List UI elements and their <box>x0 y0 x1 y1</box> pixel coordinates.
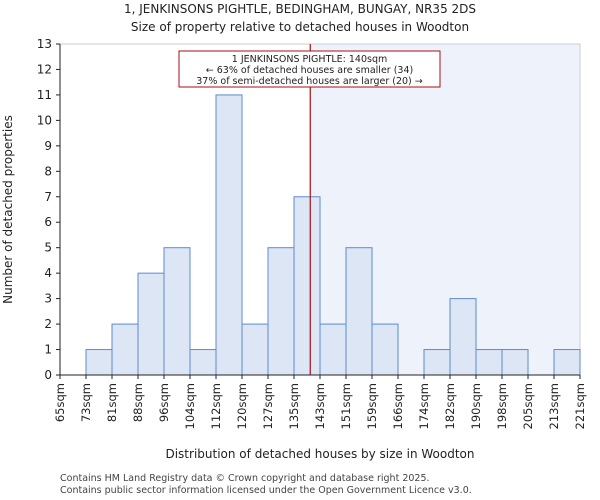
histogram-bar <box>449 298 477 376</box>
histogram-bar <box>501 349 529 376</box>
x-tick-label: 104sqm <box>183 383 197 429</box>
x-tick-label: 88sqm <box>131 383 145 422</box>
x-tick-label: 198sqm <box>495 383 509 429</box>
chart-subtitle: Size of property relative to detached ho… <box>130 20 470 34</box>
histogram-bar <box>163 247 191 376</box>
y-tick-label: 13 <box>37 37 52 51</box>
x-tick-label: 151sqm <box>339 383 353 429</box>
footer-licence: Contains public sector information licen… <box>60 485 472 496</box>
y-tick-label: 2 <box>44 317 52 331</box>
x-tick-label: 190sqm <box>469 383 483 429</box>
y-axis-label: Number of detached properties <box>1 115 15 304</box>
x-tick-label: 182sqm <box>443 383 457 429</box>
annotation-line-1: 1 JENKINSONS PIGHTLE: 140sqm <box>232 54 388 65</box>
y-tick-label: 12 <box>37 62 52 76</box>
x-tick-label: 81sqm <box>105 383 119 422</box>
x-tick-label: 127sqm <box>261 383 275 429</box>
x-tick-label: 221sqm <box>573 383 587 429</box>
histogram-bar <box>137 272 165 376</box>
histogram-bar <box>215 94 243 376</box>
y-tick-label: 7 <box>44 190 52 204</box>
histogram-bar <box>111 323 139 376</box>
y-tick-label: 10 <box>37 113 52 127</box>
histogram-bar <box>423 349 451 376</box>
y-tick-label: 6 <box>44 215 52 229</box>
y-tick-label: 4 <box>44 266 52 280</box>
annotation-line-3: 37% of semi-detached houses are larger (… <box>196 76 423 87</box>
x-tick-label: 143sqm <box>313 383 327 429</box>
x-tick-label: 65sqm <box>53 383 67 422</box>
x-tick-label: 166sqm <box>391 383 405 429</box>
y-tick-label: 5 <box>44 241 52 255</box>
y-tick-label: 3 <box>44 292 52 306</box>
histogram-bar <box>189 349 217 376</box>
x-tick-label: 135sqm <box>287 383 301 429</box>
histogram-bar <box>293 196 321 376</box>
x-axis-label: Distribution of detached houses by size … <box>165 447 474 461</box>
x-tick-label: 96sqm <box>157 383 171 422</box>
histogram-bar <box>371 323 399 376</box>
annotation-box: 1 JENKINSONS PIGHTLE: 140sqm ← 63% of de… <box>178 50 441 88</box>
x-tick-label: 174sqm <box>417 383 431 429</box>
x-tick-label: 112sqm <box>209 383 223 429</box>
histogram-bar <box>475 349 503 376</box>
y-tick-label: 0 <box>44 368 52 382</box>
x-tick-label: 205sqm <box>521 383 535 429</box>
y-tick-label: 11 <box>37 88 52 102</box>
x-tick-label: 159sqm <box>365 383 379 429</box>
histogram-bar <box>553 349 581 376</box>
x-tick-label: 120sqm <box>235 383 249 429</box>
y-tick-label: 9 <box>44 139 52 153</box>
y-tick-label: 8 <box>44 164 52 178</box>
histogram-bar <box>241 323 269 376</box>
x-tick-label: 213sqm <box>547 383 561 429</box>
histogram-bar <box>85 349 113 376</box>
annotation-line-2: ← 63% of detached houses are smaller (34… <box>206 65 413 76</box>
page-title: 1, JENKINSONS PIGHTLE, BEDINGHAM, BUNGAY… <box>123 2 477 16</box>
y-tick-label: 1 <box>44 343 52 357</box>
histogram-bar <box>267 247 295 376</box>
footer-copyright: Contains HM Land Registry data © Crown c… <box>60 473 430 484</box>
histogram-bar <box>319 323 347 376</box>
histogram-bar <box>345 247 373 376</box>
x-tick-label: 73sqm <box>79 383 93 422</box>
